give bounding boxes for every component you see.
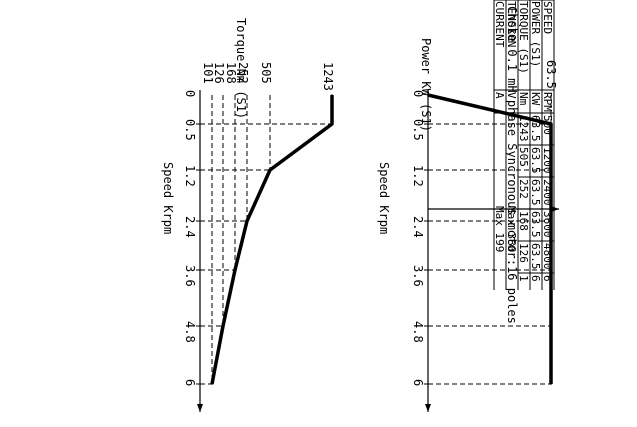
table-row-label: SPEED (541, 1, 554, 34)
data-point (550, 269, 552, 271)
x-axis-label: Speed Krpm (377, 162, 391, 234)
data-point (246, 220, 248, 222)
data-point (550, 220, 552, 222)
data-point (331, 94, 333, 96)
table-row-label: POWER (S1) (529, 1, 542, 67)
x-tick-label: 0 (411, 90, 425, 97)
data-point (550, 383, 552, 385)
table-cell: 63.5 (529, 147, 542, 174)
table-merged-cell: Max 380 (505, 206, 518, 252)
y-tick-label: 168 (224, 62, 238, 84)
table-merged-cell: Max 199 (493, 206, 506, 252)
x-tick-label: 4.8 (183, 321, 197, 343)
table-unit: A (493, 92, 506, 99)
table-cell: 6 (541, 275, 554, 282)
x-tick-label: 0 (183, 90, 197, 97)
speed-axis-arrow (197, 404, 203, 412)
speed-axis-arrow (425, 404, 431, 412)
chart-subtitle: Choke 0.1 mH phase Syncronous motor:16 p… (505, 6, 519, 324)
power-chart: Power KW (S1) Speed Krpm 0 0.5 1.2 2.4 3.6 4.8 6… (377, 38, 559, 412)
x-tick-label: 0.5 (411, 119, 425, 141)
x-tick-label: 1.2 (411, 165, 425, 187)
table-cell: 1243 (517, 115, 530, 142)
y-tick-label: 101 (201, 62, 215, 84)
value-axis-arrow (551, 206, 559, 212)
data-point (550, 123, 552, 125)
data-point (211, 383, 213, 385)
data-point (222, 325, 224, 327)
table-cell: 63.5 (529, 179, 542, 206)
series-line (210, 95, 334, 385)
torque-chart: Torque Nm (S1) Speed Krpm 0 0.5 1.2 2.4 3.6 4.8… (161, 18, 335, 412)
y-tick-label: 505 (259, 62, 273, 84)
table-cell: Nm (517, 92, 530, 106)
y-tick-label: 63.5 (544, 60, 558, 89)
chart-title: Power KW (S1) (419, 38, 433, 132)
chart-title: Torque Nm (S1) (234, 18, 248, 119)
data-point (427, 94, 429, 96)
table-cell: KW (529, 92, 542, 106)
table-cell: 63.5 (529, 211, 542, 238)
table-cell: 252 (517, 179, 530, 199)
x-tick-label: 0.5 (183, 119, 197, 141)
x-tick-label: 3.6 (183, 265, 197, 287)
data-point (550, 169, 552, 171)
data-point (331, 123, 333, 125)
table-cell: 63.5 (529, 243, 542, 270)
y-tick-label: 1243 (321, 62, 335, 91)
table-cell: 126 (517, 243, 530, 263)
x-tick-label: 4.8 (411, 321, 425, 343)
table-cell: 168 (517, 211, 530, 231)
x-tick-label: 3.6 (411, 265, 425, 287)
x-tick-label: 2.4 (411, 216, 425, 238)
table-row-label: CURRENT (493, 1, 506, 48)
data-point (234, 269, 236, 271)
y-tick-label: 126 (212, 62, 226, 84)
table-cell: 6 (529, 275, 542, 282)
x-tick-label: 6 (183, 379, 197, 386)
data-point (550, 325, 552, 327)
data-point (269, 169, 271, 171)
table-cell: 505 (517, 147, 530, 167)
x-axis-label: Speed Krpm (161, 162, 175, 234)
table-unit: V (505, 92, 518, 99)
y-tick-label: 252 (236, 62, 250, 84)
table-row-label: TORQUE (S1) (517, 1, 530, 74)
table-row-label: TENSION (505, 1, 518, 47)
x-tick-label: 6 (411, 379, 425, 386)
table-cell: 1 (517, 275, 530, 282)
x-tick-label: 2.4 (183, 216, 197, 238)
x-tick-label: 1.2 (183, 165, 197, 187)
